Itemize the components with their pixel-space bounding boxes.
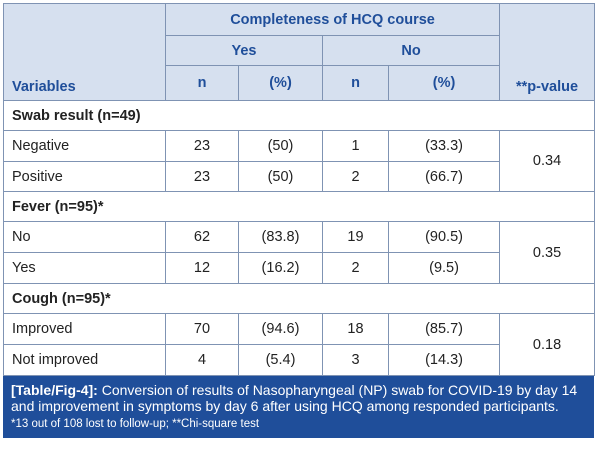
no-pct-cell: (33.3): [387, 130, 501, 162]
section-header-row: Fever (n=95)*: [2, 191, 596, 222]
variables-header: Variables: [3, 3, 166, 101]
section-title: Fever (n=95)*: [2, 191, 596, 222]
header-row-yesno: Yes No: [4, 35, 595, 66]
table-figure: Variables Completeness of HCQ course **p…: [2, 3, 596, 438]
no-pct-cell: (9.5): [387, 252, 501, 284]
no-n-cell: 2: [322, 161, 389, 192]
section-title: Cough (n=95)*: [2, 283, 596, 314]
row-label: Positive: [3, 161, 166, 192]
section-header-row: Cough (n=95)*: [2, 283, 596, 314]
row-label: Improved: [3, 313, 166, 345]
yes-header: Yes: [165, 35, 323, 66]
yes-n-cell: 4: [165, 344, 239, 376]
yes-pct-cell: (83.8): [238, 221, 323, 253]
no-pct-header: (%): [387, 65, 501, 101]
no-pct-cell: (14.3): [387, 344, 501, 376]
yes-n-header: n: [165, 65, 239, 101]
no-n-header: n: [322, 65, 389, 101]
yes-n-cell: 23: [165, 161, 239, 192]
yes-n-cell: 62: [165, 221, 239, 253]
caption-body: Conversion of results of Nasopharyngeal …: [11, 382, 578, 414]
row-label: Yes: [3, 252, 166, 284]
no-n-cell: 18: [322, 313, 389, 345]
table-row: Not improved 4 (5.4) 3 (14.3): [3, 344, 595, 376]
table-row: Yes 12 (16.2) 2 (9.5): [3, 252, 595, 284]
header-row-columns: n (%) n (%): [4, 65, 595, 101]
group-header: Completeness of HCQ course: [164, 3, 501, 36]
no-n-cell: 2: [322, 252, 389, 284]
row-label: Not improved: [3, 344, 166, 376]
yes-pct-header: (%): [238, 65, 323, 101]
caption-text: [Table/Fig-4]: Conversion of results of …: [11, 382, 586, 414]
caption-label: [Table/Fig-4]:: [11, 382, 98, 398]
yes-pct-cell: (16.2): [238, 252, 323, 284]
table-row: Negative 23 (50) 1 (33.3) 0.34: [3, 130, 596, 192]
row-label: No: [3, 221, 166, 253]
yes-pct-cell: (50): [238, 161, 323, 192]
results-table: Variables Completeness of HCQ course **p…: [2, 3, 596, 376]
section-header-row: Swab result (n=49): [2, 100, 596, 131]
no-header: No: [321, 35, 501, 66]
yes-n-cell: 23: [165, 130, 239, 162]
figure-caption: [Table/Fig-4]: Conversion of results of …: [3, 376, 594, 438]
row-label: Negative: [3, 130, 166, 162]
section-title: Swab result (n=49): [2, 100, 596, 131]
yes-pct-cell: (94.6): [238, 313, 323, 345]
yes-pct-cell: (50): [238, 130, 323, 162]
table-row: No 62 (83.8) 19 (90.5) 0.35: [3, 221, 596, 284]
yes-n-cell: 70: [165, 313, 239, 345]
no-n-cell: 3: [322, 344, 389, 376]
no-pct-cell: (90.5): [387, 221, 501, 253]
p-value-cell: 0.35: [499, 221, 596, 284]
p-value-cell: 0.18: [499, 313, 596, 376]
table-row: Positive 23 (50) 2 (66.7): [3, 161, 595, 192]
no-n-cell: 1: [322, 130, 389, 162]
p-value-cell: 0.34: [499, 130, 596, 192]
yes-pct-cell: (5.4): [238, 344, 323, 376]
caption-footnote: *13 out of 108 lost to follow-up; **Chi-…: [11, 418, 260, 430]
no-pct-cell: (66.7): [387, 161, 501, 192]
table-row: Improved 70 (94.6) 18 (85.7) 0.18: [3, 313, 596, 376]
yes-n-cell: 12: [165, 252, 239, 284]
pvalue-header: **p-value: [499, 3, 596, 101]
no-n-cell: 19: [322, 221, 389, 253]
no-pct-cell: (85.7): [387, 313, 501, 345]
header-row-group: Variables Completeness of HCQ course **p…: [3, 3, 596, 101]
